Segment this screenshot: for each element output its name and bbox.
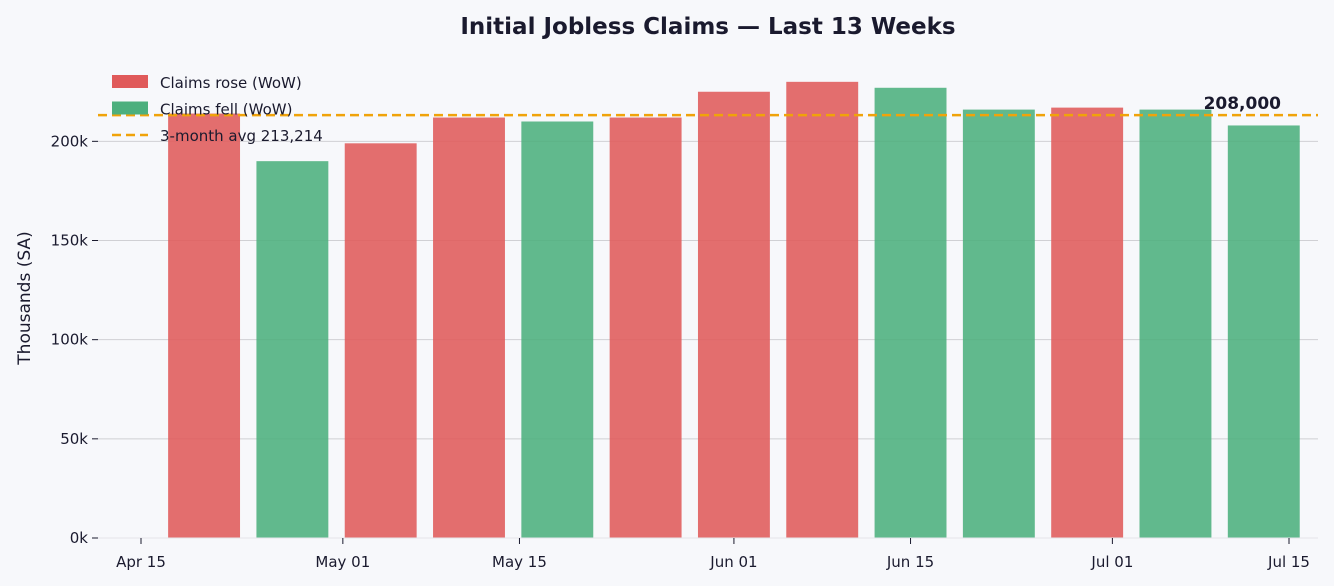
legend-label: Claims fell (WoW) (160, 101, 292, 119)
y-tick-label: 0k (70, 529, 89, 547)
legend-swatch-fell (112, 101, 148, 115)
x-tick-label: Jun 01 (709, 553, 757, 571)
legend-swatch-rose (112, 75, 148, 88)
bar-rose (786, 81, 859, 538)
y-tick-label: 100k (51, 331, 89, 349)
bar-fell (962, 109, 1035, 538)
bar-fell (874, 87, 947, 539)
annotation-latest-value: 208,000 (1204, 94, 1282, 114)
x-tick-label: May 01 (315, 553, 370, 571)
bar-rose (433, 117, 505, 539)
bar-fell (1139, 109, 1212, 538)
y-tick-label: 150k (51, 232, 89, 250)
legend: Claims rose (WoW) Claims fell (WoW) 3-mont… (112, 74, 323, 145)
chart-title: Initial Jobless Claims — Last 13 Weeks (460, 14, 955, 40)
bar-rose (168, 113, 241, 539)
bar-rose (697, 91, 770, 538)
x-tick-label: Apr 15 (116, 553, 166, 571)
bar-fell (256, 161, 329, 538)
y-axis-label: Thousands (SA) (15, 231, 35, 365)
bar-rose (344, 143, 417, 539)
x-tick-label: Jul 01 (1090, 553, 1133, 571)
bar-rose (1051, 107, 1124, 538)
x-tick-label: Jun 15 (886, 553, 934, 571)
axes: 0k 50k 100k 150k 200k Apr 15 May 01 May 15 Jun 0… (51, 132, 1318, 571)
x-tick-label: May 15 (492, 553, 547, 571)
y-tick-label: 200k (51, 132, 89, 150)
bar-fell (1227, 125, 1300, 538)
legend-label: Claims rose (WoW) (160, 74, 302, 92)
bar-rose (609, 117, 682, 539)
y-tick-label: 50k (60, 430, 88, 448)
legend-label: 3-month avg 213,214 (160, 127, 323, 145)
x-tick-label: Jul 15 (1267, 553, 1310, 571)
bars (168, 81, 1300, 539)
bar-fell (521, 121, 594, 538)
